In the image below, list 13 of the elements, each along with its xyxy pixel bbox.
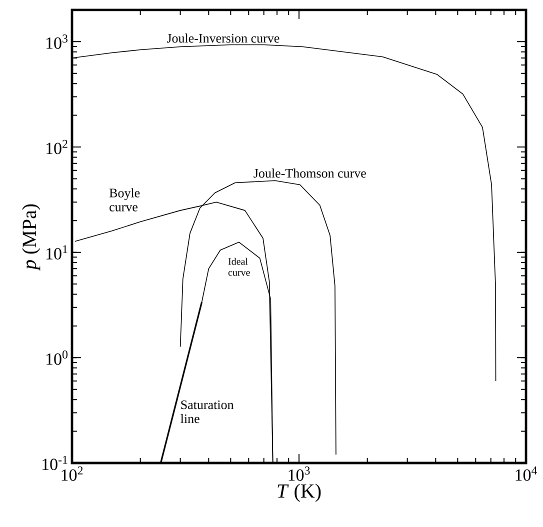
annotation: Joule-Inversion curve — [166, 34, 280, 43]
annotation: Boyle curve — [109, 188, 140, 212]
y-tick-label: 10$^{0}$ — [46, 350, 68, 365]
y-axis-title: p (MPa) — [22, 204, 40, 271]
annotation: Saturation line — [180, 400, 234, 424]
x-tick-label: 10$^{3}$ — [288, 466, 310, 481]
x-axis-title: T (K) — [278, 484, 321, 502]
annotation: Joule-Thomson curve — [254, 168, 366, 178]
y-tick-label: 10$^{3}$ — [46, 34, 68, 49]
y-tick-label: 10$^{1}$ — [46, 245, 68, 260]
x-tick-label: 10$^{4}$ — [516, 466, 538, 481]
annotation: Ideal curve — [228, 258, 250, 276]
y-tick-label: 10$^{2}$ — [46, 140, 68, 154]
